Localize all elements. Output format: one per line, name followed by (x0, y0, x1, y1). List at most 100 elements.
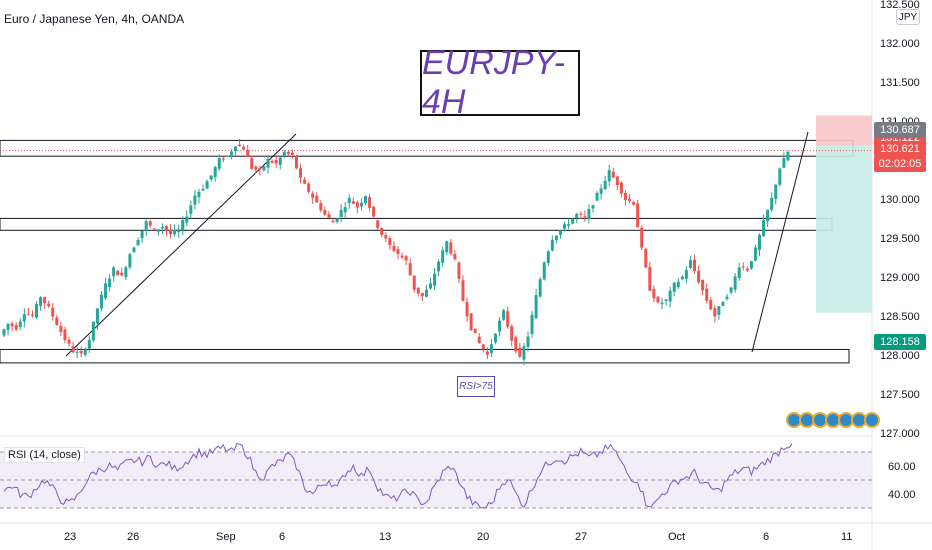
candle-body (250, 157, 254, 169)
candle-body (542, 262, 546, 280)
candle-body (693, 259, 697, 272)
candle-body (615, 176, 619, 185)
candle-body (335, 218, 339, 222)
candle-body (392, 245, 396, 251)
stop-zone (816, 145, 872, 313)
position-tool (0, 115, 872, 313)
title-box[interactable]: EURJPY-4H (420, 44, 580, 121)
price-axis: 132.500132.000131.500131.000130.500130.0… (880, 0, 920, 440)
rsi-tick-label: 60.00 (888, 461, 916, 473)
candle-body (95, 308, 99, 324)
candle-body (205, 181, 209, 189)
candle-body (400, 255, 404, 258)
candle-body (713, 308, 717, 317)
candle-body (2, 329, 6, 336)
time-tick-label: 13 (379, 531, 391, 543)
rsi-note[interactable]: RSI>75 (457, 376, 495, 397)
candle-body (709, 299, 713, 310)
candle-body (290, 152, 294, 155)
candle-body (197, 191, 201, 198)
candle-body (506, 311, 510, 327)
time-tick-label: 20 (477, 531, 489, 543)
candle-body (705, 288, 709, 301)
candle-body (87, 339, 91, 349)
event-icon[interactable] (864, 412, 880, 428)
candle-body (355, 202, 359, 208)
candle-body (579, 213, 583, 215)
price-tick-label: 132.500 (880, 0, 920, 11)
candle-body (697, 270, 701, 283)
candle-body (587, 208, 591, 219)
candle-body (388, 238, 392, 245)
last-price-badge: 130.621 (874, 141, 926, 157)
candle-body (91, 321, 95, 341)
candle-body (445, 241, 449, 253)
candle-body (323, 209, 327, 215)
trend-lines (65, 131, 809, 357)
candle-body (270, 161, 274, 163)
candle-body (733, 276, 737, 290)
candle-body (656, 296, 660, 303)
candle-body (238, 144, 242, 147)
candle-body (611, 171, 615, 178)
candle-body (457, 262, 461, 279)
steep-trend-line (751, 131, 809, 353)
candle-body (514, 337, 518, 352)
candle-body (327, 214, 331, 218)
candle-body (372, 206, 376, 217)
indicator-label[interactable]: RSI (14, close) (4, 447, 85, 463)
candle-body (530, 314, 534, 334)
candle-body (71, 346, 75, 353)
candle-body (79, 351, 83, 354)
time-tick-label: Sep (216, 531, 236, 543)
candle-body (676, 281, 680, 288)
candle-body (518, 347, 522, 357)
current-price-badge: 130.687 (874, 122, 926, 138)
candle-body (623, 192, 627, 200)
candle-body (595, 192, 599, 201)
candle-body (193, 195, 197, 205)
time-tick-label: 11 (841, 531, 852, 543)
candle-body (420, 292, 424, 297)
candle-body (380, 228, 384, 235)
candle-body (185, 216, 189, 223)
candle-body (315, 195, 319, 203)
candle-body (762, 220, 766, 237)
candle-body (766, 209, 770, 222)
candle-body (132, 247, 136, 253)
price-tick-label: 129.000 (880, 272, 920, 284)
candle-body (607, 170, 611, 182)
candle-body (22, 314, 26, 322)
candle-body (786, 152, 790, 161)
candle-body (286, 151, 290, 154)
target-zone (816, 115, 872, 146)
candle-body (741, 266, 745, 268)
candle-body (177, 229, 181, 233)
candle-body (550, 239, 554, 251)
candle-body (449, 242, 453, 254)
event-icons[interactable] (786, 412, 880, 428)
candle-body (128, 254, 132, 268)
currency-button[interactable]: JPY (896, 9, 920, 25)
candle-body (782, 158, 786, 168)
candle-body (526, 336, 530, 347)
candle-body (416, 287, 420, 294)
candle-body (412, 275, 416, 290)
candle-body (469, 313, 473, 331)
stop-price-badge: 128.158 (874, 334, 926, 350)
candle-body (770, 197, 774, 210)
candle-body (571, 218, 575, 224)
candle-body (221, 158, 225, 160)
time-tick-label: 6 (279, 531, 285, 543)
zone-middle (0, 217, 833, 231)
candle-body (307, 183, 311, 192)
candle-body (424, 289, 428, 297)
candle-body (522, 346, 526, 360)
candle-body (664, 299, 668, 301)
candle-body (339, 209, 343, 217)
candle-body (209, 175, 213, 180)
candle-body (778, 168, 782, 185)
candle-body (229, 151, 233, 157)
candle-body (234, 146, 238, 152)
